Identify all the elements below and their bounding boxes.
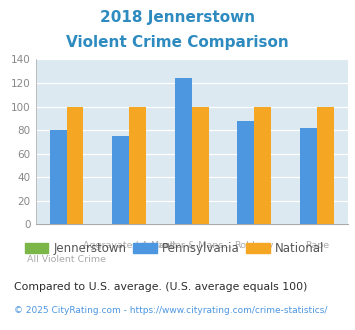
Text: Compared to U.S. average. (U.S. average equals 100): Compared to U.S. average. (U.S. average … (14, 282, 307, 292)
Bar (254, 107, 271, 224)
Bar (175, 78, 192, 224)
Bar (300, 128, 317, 224)
Bar (112, 136, 129, 224)
Bar (129, 107, 146, 224)
Text: Violent Crime Comparison: Violent Crime Comparison (66, 35, 289, 50)
Bar (237, 121, 254, 224)
Bar (192, 107, 209, 224)
Legend: Jennerstown, Pennsylvania, National: Jennerstown, Pennsylvania, National (20, 237, 329, 260)
Text: Robbery: Robbery (235, 241, 274, 250)
Text: All Violent Crime: All Violent Crime (27, 255, 106, 264)
Text: © 2025 CityRating.com - https://www.cityrating.com/crime-statistics/: © 2025 CityRating.com - https://www.city… (14, 306, 328, 315)
Bar (67, 107, 83, 224)
Bar (317, 107, 334, 224)
Text: 2018 Jennerstown: 2018 Jennerstown (100, 10, 255, 25)
Text: Murder & Mans...: Murder & Mans... (151, 241, 232, 250)
Text: Rape: Rape (305, 241, 329, 250)
Text: Aggravated Assault: Aggravated Assault (82, 241, 176, 250)
Bar (50, 130, 67, 224)
